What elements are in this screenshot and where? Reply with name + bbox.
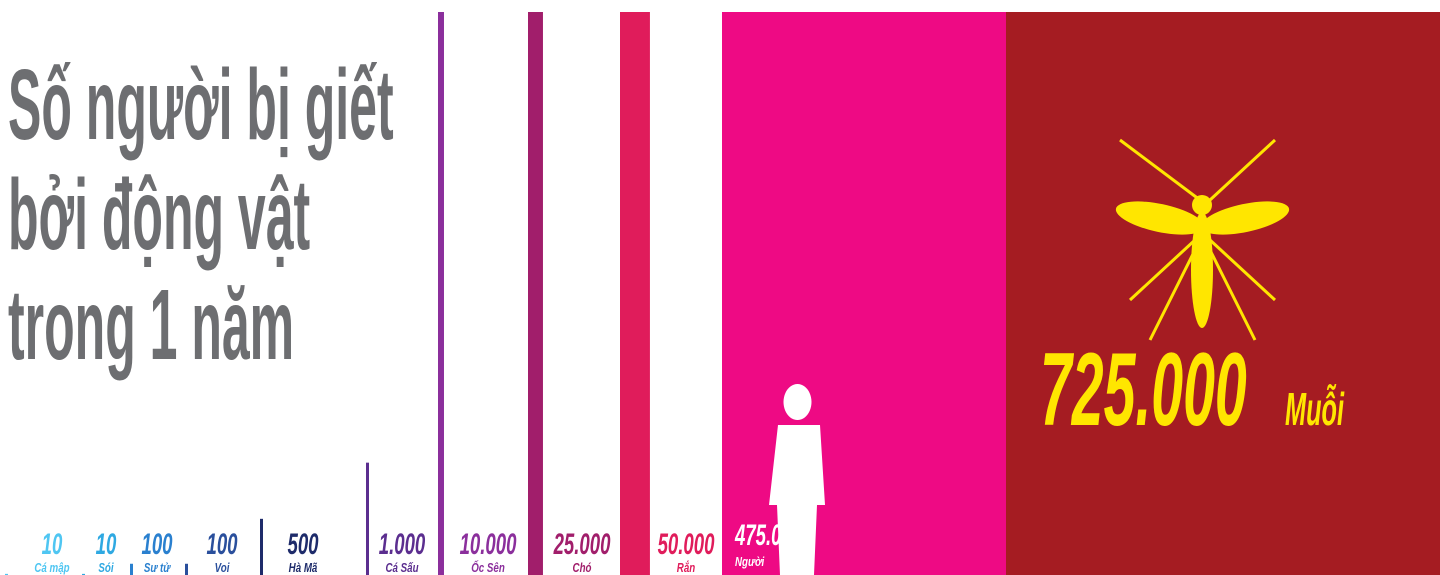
value-label: 50.000 <box>658 528 715 562</box>
bar <box>260 518 263 575</box>
label-group: Chó <box>573 562 592 575</box>
category-label: Sói <box>98 562 114 575</box>
bar <box>185 563 188 575</box>
category-label: Cá Sấu <box>385 562 418 575</box>
label-group: 50.000 <box>658 528 715 562</box>
label-group: Cá Sấu <box>385 562 418 575</box>
icon <box>1208 249 1257 341</box>
value-label: 725.000 <box>1040 331 1247 447</box>
value-label: 10 <box>96 528 117 562</box>
label-group: 100 <box>141 528 172 562</box>
value-label: 500 <box>287 528 318 562</box>
label-group: Sư tử <box>144 562 171 575</box>
label-group: Rắn <box>677 561 695 575</box>
value-label: 10 <box>42 528 63 562</box>
value-label: 25.000 <box>553 528 611 562</box>
icon <box>1208 138 1277 202</box>
icon <box>1192 195 1212 215</box>
category-label: Muỗi <box>1285 383 1344 435</box>
icon <box>1191 212 1213 328</box>
label-group: 10.000 <box>460 528 517 562</box>
icons <box>769 138 1290 575</box>
value-label: 10.000 <box>460 528 517 562</box>
label-group: Cá mập <box>34 562 69 575</box>
bar <box>528 12 543 575</box>
bar <box>82 573 85 575</box>
chart-title: Số người bị giết bởi động vật trong 1 nă… <box>8 49 394 381</box>
bar <box>5 573 8 575</box>
category-label: Voi <box>215 562 230 575</box>
value-label: 100 <box>141 528 172 562</box>
icon <box>1148 249 1197 341</box>
label-group: 725.000 <box>1040 331 1247 447</box>
category-label: Người <box>735 556 765 570</box>
label-group: Hà Mã <box>289 562 318 575</box>
label-group: 10 <box>96 528 117 562</box>
value-label: 100 <box>206 528 237 562</box>
icon <box>1119 138 1201 202</box>
category-label: Cá mập <box>34 562 69 575</box>
label-group: 10 <box>42 528 63 562</box>
bar <box>130 563 133 575</box>
label-group: Ốc Sên <box>471 561 505 575</box>
label-group: Voi <box>215 562 230 575</box>
icon <box>1115 201 1205 235</box>
bar <box>1006 12 1440 575</box>
icon <box>769 384 825 575</box>
value-label: 1.000 <box>379 528 426 562</box>
icon <box>1200 201 1290 235</box>
category-label: Hà Mã <box>289 562 318 575</box>
label-group: Người <box>735 556 765 570</box>
icon <box>1128 238 1197 302</box>
label-group: 500 <box>287 528 318 562</box>
label-group: 1.000 <box>379 528 426 562</box>
bar <box>620 12 650 575</box>
bar <box>722 12 1007 575</box>
bar <box>438 12 444 575</box>
bar <box>366 462 369 575</box>
label-group: Muỗi <box>1285 383 1344 435</box>
label-group: Sói <box>98 562 114 575</box>
label-group: 25.000 <box>553 528 611 562</box>
category-label: Rắn <box>677 561 695 575</box>
label-group: 100 <box>206 528 237 562</box>
icon <box>1208 238 1277 302</box>
category-label: Ốc Sên <box>471 561 505 575</box>
category-label: Chó <box>573 562 592 575</box>
category-label: Sư tử <box>144 562 171 575</box>
